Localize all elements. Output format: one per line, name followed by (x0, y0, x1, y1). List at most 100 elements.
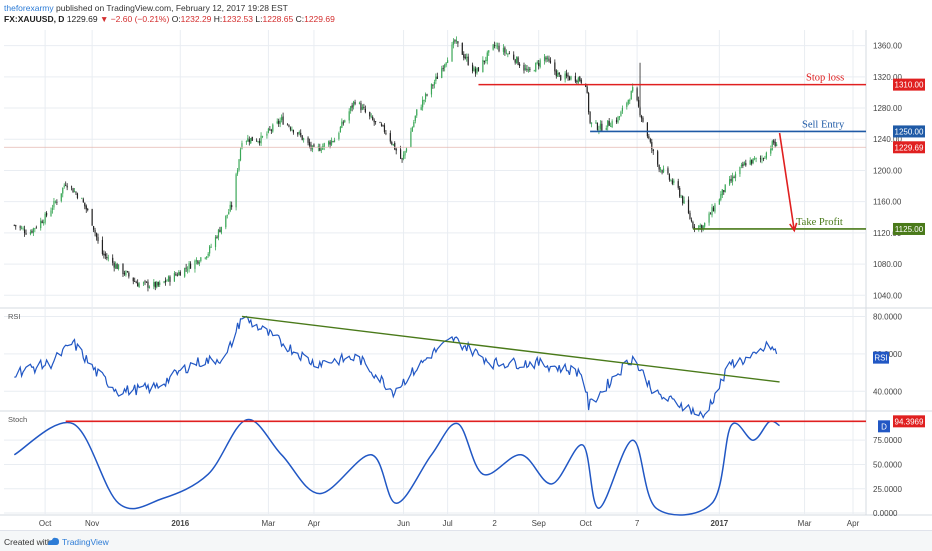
low-label: L: (255, 14, 263, 24)
candle-body (132, 277, 134, 282)
candle-body (527, 69, 529, 71)
candle-body (749, 160, 751, 165)
published-text: published on TradingView.com, February 1… (53, 3, 288, 13)
tradingview-brand-link[interactable]: TradingView (62, 537, 109, 547)
stoch-current-tag (893, 415, 925, 428)
candle-body (773, 140, 775, 143)
candle-body (220, 226, 222, 233)
candle-body (81, 198, 83, 200)
candle-body (113, 263, 115, 268)
price-chart[interactable]: 1040.00 1080.00 1120.00 1160.00 1200.00 1240.… (0, 26, 932, 530)
candle-body (41, 221, 43, 223)
candle-body (401, 158, 403, 160)
candle-body (435, 76, 437, 82)
candle-body (95, 232, 98, 238)
candle-body (360, 103, 362, 111)
stoch-tick-label: 75.0000 (873, 436, 902, 445)
candle-body (505, 52, 507, 54)
candle-body (257, 141, 259, 142)
candle-body (615, 120, 618, 123)
candle-body (416, 109, 418, 116)
candle-body (626, 103, 628, 107)
candle-body (194, 260, 196, 269)
candle-body (745, 163, 747, 166)
candle-body (442, 68, 444, 69)
candle-body (389, 133, 391, 142)
candle-body (380, 124, 383, 126)
candle-body (477, 67, 480, 72)
candle-body (400, 149, 402, 159)
candle-body (698, 225, 700, 230)
price-pane (0, 30, 932, 307)
price-tick-label: 1240.00 (873, 135, 902, 144)
candle-body (392, 143, 394, 146)
candle-body (210, 246, 212, 248)
candle-body (297, 132, 299, 135)
candle-body (731, 176, 734, 182)
candle-body (251, 136, 253, 141)
candle-body (394, 142, 396, 150)
candle-body (241, 143, 243, 149)
candle-body (76, 193, 79, 199)
candle-body (175, 273, 177, 275)
candle-body (103, 253, 105, 255)
candle-body (115, 264, 117, 269)
candle-body (145, 281, 148, 283)
candle-body (101, 239, 104, 255)
candle-body (687, 199, 690, 214)
forecast-arrow-line (778, 132, 796, 231)
candle-body (159, 282, 161, 285)
chart-header: theforexarmy published on TradingView.co… (0, 0, 932, 26)
candle-body (248, 139, 250, 143)
candle-body (261, 136, 264, 138)
candle-body (204, 257, 206, 259)
candle-body (226, 214, 228, 216)
candle-body (445, 62, 447, 66)
candle-body (178, 272, 180, 276)
candle-body (498, 45, 500, 52)
price-tick-label: 1320.00 (873, 73, 902, 82)
candle-body (19, 226, 21, 228)
tradingview-logo-icon[interactable] (46, 536, 60, 546)
candle-body (373, 120, 375, 123)
candle-body (206, 256, 208, 259)
symbol-label[interactable]: FX:XAUUSD, D (4, 14, 65, 24)
time-tick-label: Apr (308, 519, 321, 528)
candle-body (463, 54, 465, 58)
level-price-tag (893, 222, 925, 235)
candle-body (452, 40, 455, 45)
candle-body (413, 121, 415, 127)
candle-body (236, 170, 239, 174)
candle-body (228, 211, 230, 215)
candle-body (176, 274, 178, 276)
candle-body (721, 189, 723, 196)
candle-body (97, 237, 99, 242)
candle-body (492, 44, 494, 50)
candle-body (93, 226, 95, 230)
candle-body (433, 82, 435, 85)
candle-body (467, 56, 469, 65)
author-link[interactable]: theforexarmy (4, 3, 54, 13)
candle-body (535, 62, 537, 72)
candle-body (494, 45, 496, 46)
candle-body (207, 253, 209, 256)
candle-body (342, 122, 344, 124)
candle-body (125, 271, 127, 276)
candle-body (607, 120, 609, 128)
candle-body (595, 122, 597, 124)
candle-body (605, 127, 607, 130)
candle-body (333, 140, 336, 143)
candle-body (353, 101, 355, 107)
candle-body (518, 64, 521, 66)
candle-body (524, 68, 527, 70)
candle-body (82, 199, 84, 203)
close-value: 1229.69 (304, 14, 335, 24)
time-tick-label: 2017 (710, 519, 728, 528)
candle-body (229, 204, 231, 212)
candle-body (383, 125, 386, 132)
price-tick-label: 1200.00 (873, 166, 902, 175)
candle-body (344, 120, 346, 123)
price-tick-label: 1040.00 (873, 291, 902, 300)
candle-body (391, 142, 393, 145)
candle-body (711, 207, 713, 216)
